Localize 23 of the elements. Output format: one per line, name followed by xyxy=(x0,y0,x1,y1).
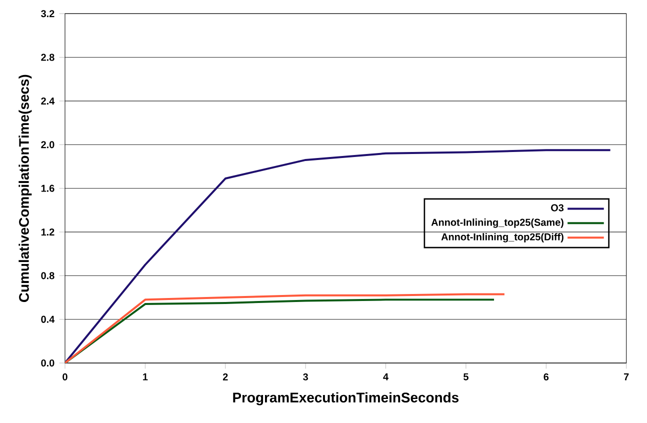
y-tick-label: 1.6 xyxy=(41,184,54,192)
x-tick-label: 0 xyxy=(62,373,68,380)
legend-label: O3 xyxy=(551,204,564,212)
x-tick-label: 2 xyxy=(222,373,228,380)
y-tick-label: 2.4 xyxy=(41,98,55,104)
x-tick-label: 4 xyxy=(383,373,388,380)
y-tick-label: 0.4 xyxy=(41,316,55,323)
y-axis-title: CumulativeCompilationTime(secs) xyxy=(18,74,32,302)
y-tick-label: 0.8 xyxy=(41,272,54,280)
y-tick-label: 3.2 xyxy=(41,10,54,18)
legend-label: Annot-Inlining_top25(Diff) xyxy=(441,233,564,242)
x-axis-title: ProgramExecutionTimeinSeconds xyxy=(233,392,459,406)
y-tick-label: 1.2 xyxy=(41,228,54,236)
x-tick-label: 5 xyxy=(464,373,468,380)
y-tick-label: 2.8 xyxy=(41,54,54,61)
x-tick-label: 1 xyxy=(143,373,148,380)
legend-label: Annot-Inlining_top25(Same) xyxy=(431,218,564,228)
line-series xyxy=(65,149,612,363)
y-tick-label: 2.0 xyxy=(41,141,54,148)
x-tick-label: 7 xyxy=(624,373,629,380)
y-tick-label: 0.0 xyxy=(41,359,54,367)
x-tick-label: 6 xyxy=(544,373,549,380)
x-tick-label: 3 xyxy=(303,373,308,380)
